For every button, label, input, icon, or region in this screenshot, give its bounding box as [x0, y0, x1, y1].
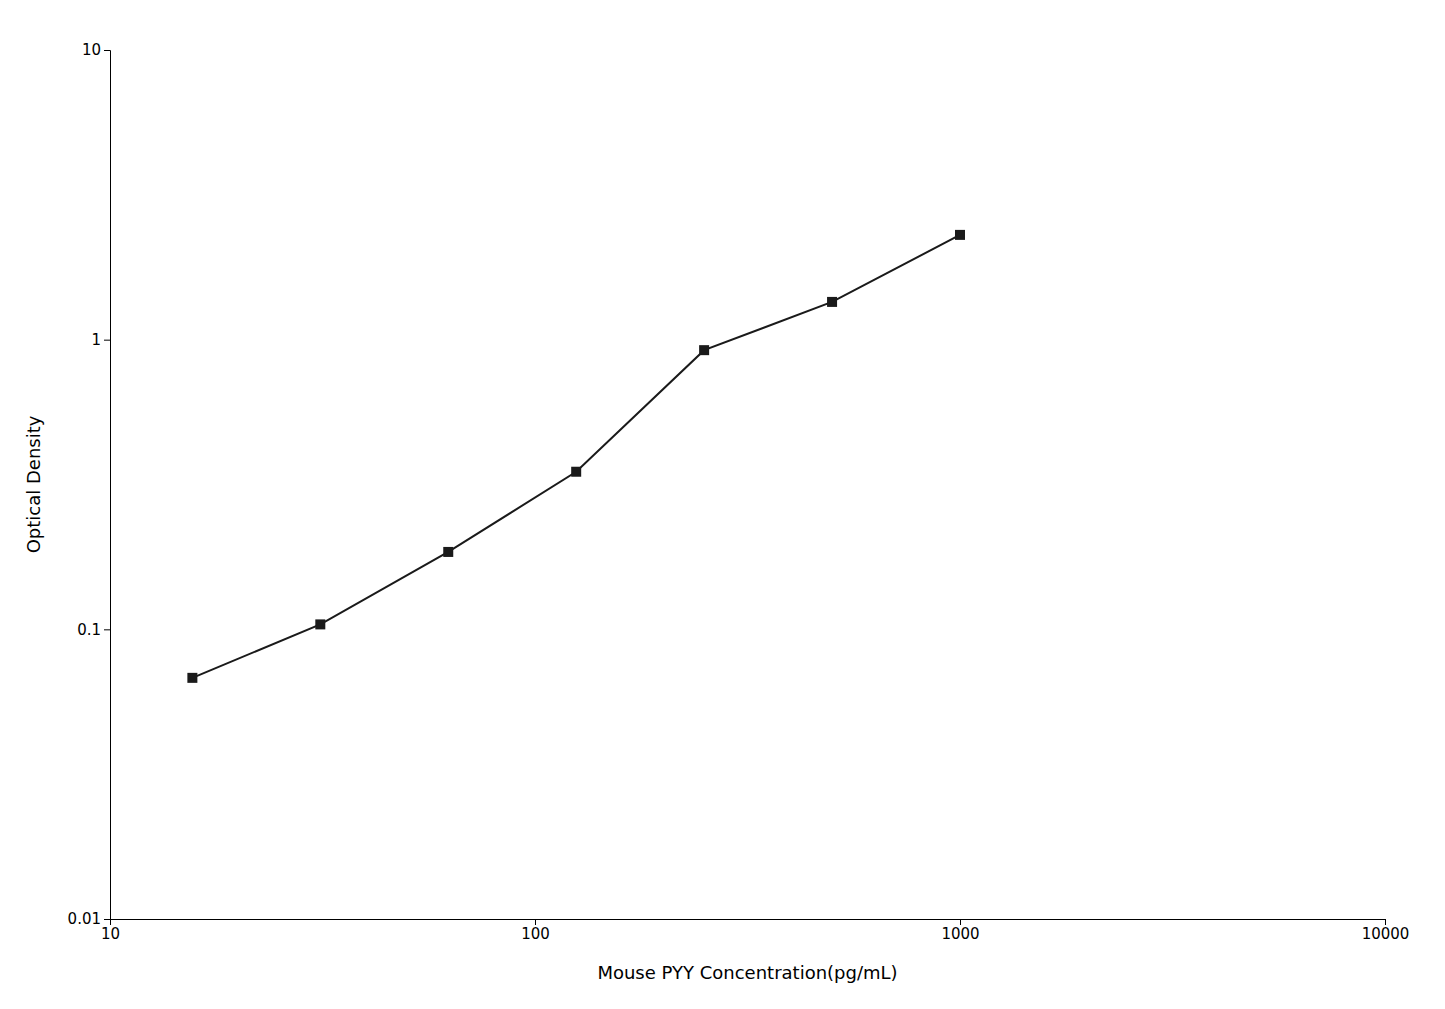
y-tick: 10	[82, 41, 110, 59]
data-point	[443, 547, 453, 557]
data-point	[699, 345, 709, 355]
x-tick-label: 10000	[1362, 925, 1410, 943]
y-axis-line	[104, 51, 111, 920]
x-tick: 10000	[1362, 919, 1410, 943]
data-point	[187, 673, 197, 683]
data-point	[827, 297, 837, 307]
y-tick: 1	[91, 331, 110, 349]
y-tick-label: 0.01	[68, 910, 101, 928]
x-axis-line	[111, 920, 1386, 926]
data-point	[571, 467, 581, 477]
x-tick-label: 10	[101, 925, 120, 943]
y-tick-label: 0.1	[77, 621, 101, 639]
x-tick: 100	[521, 919, 550, 943]
y-tick-mark	[104, 629, 110, 630]
chart-svg: 10 100 1000 10000 0.01 0.1 1 10 Mouse PYY Concen…	[0, 0, 1445, 1009]
y-tick: 0.01	[68, 910, 110, 928]
x-axis-title: Mouse PYY Concentration(pg/mL)	[597, 962, 897, 983]
y-tick-mark	[104, 919, 110, 920]
x-tick: 1000	[941, 919, 979, 943]
data-line	[192, 235, 960, 678]
y-tick-mark	[104, 50, 110, 51]
chart-container: 10 100 1000 10000 0.01 0.1 1 10 Mouse PYY Concen…	[0, 0, 1445, 1009]
data-point	[955, 230, 965, 240]
x-tick-label: 100	[521, 925, 550, 943]
y-tick-mark	[104, 340, 110, 341]
y-tick-label: 1	[91, 331, 101, 349]
y-axis-title: Optical Density	[23, 415, 44, 553]
y-axis: 0.01 0.1 1 10	[68, 41, 111, 928]
x-axis: 10 100 1000 10000	[101, 919, 1409, 943]
y-tick: 0.1	[77, 621, 110, 639]
x-tick: 10	[101, 919, 120, 943]
data-point	[315, 619, 325, 629]
y-tick-label: 10	[82, 41, 101, 59]
x-tick-label: 1000	[941, 925, 979, 943]
plot-area: 10 100 1000 10000 0.01 0.1 1 10	[68, 41, 1410, 942]
data-layer	[187, 230, 965, 683]
